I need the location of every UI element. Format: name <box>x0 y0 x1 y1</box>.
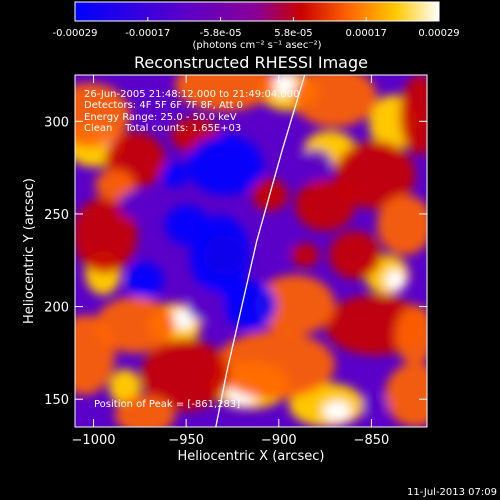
emission-blob <box>109 369 141 405</box>
x-tick-label: −900 <box>261 433 297 448</box>
emission-blob <box>119 191 151 219</box>
emission-blob <box>75 315 115 395</box>
colorbar-tick-label: 5.8e-05 <box>274 28 312 39</box>
emission-blob <box>295 179 355 231</box>
emission-blob <box>141 339 229 411</box>
emission-blob <box>187 289 223 321</box>
emission-blob <box>255 275 335 335</box>
colorbar-ticks: -0.00029 -0.00017 -5.8e-05 5.8e-05 0.00017 0.… <box>53 17 460 39</box>
emission-blob <box>377 195 427 255</box>
image-emission-blobs <box>75 75 427 427</box>
emission-blob <box>293 75 377 127</box>
colorbar-unit-label: (photons cm⁻² s⁻¹ asec⁻²) <box>192 40 321 51</box>
emission-blob <box>395 305 427 365</box>
colorbar-gradient <box>75 2 439 21</box>
emission-blob <box>329 231 381 279</box>
emission-blob <box>323 401 351 421</box>
annotation-clean-counts: Clean Total counts: 1.65E+03 <box>84 123 241 134</box>
colorbar-tick-label: -0.00017 <box>125 28 170 39</box>
emission-blob <box>269 75 297 95</box>
emission-blob <box>259 229 291 261</box>
y-axis-label: Heliocentric Y (arcsec) <box>22 178 37 324</box>
colorbar-tick-label: 0.00029 <box>418 28 459 39</box>
emission-blob <box>127 262 163 298</box>
emission-blob <box>171 309 195 329</box>
emission-blob <box>224 281 276 329</box>
emission-blob <box>175 75 275 111</box>
emission-blob <box>361 395 389 415</box>
emission-blob <box>215 331 335 399</box>
colorbar-tick-label: 0.00017 <box>346 28 387 39</box>
emission-blob <box>75 83 130 147</box>
solar-limb-curve <box>215 75 306 427</box>
emission-blob <box>75 197 137 273</box>
colorbar-tick-label: -5.8e-05 <box>200 28 242 39</box>
axis-ticks: −1000 −950 −900 −850 150 200 250 300 <box>44 75 427 448</box>
emission-blob <box>115 395 175 427</box>
emission-blob <box>400 75 427 155</box>
emission-blob <box>335 141 415 209</box>
annotation-energy-range: Energy Range: 25.0 - 50.0 keV <box>84 112 237 123</box>
colorbar: -0.00029 -0.00017 -5.8e-05 5.8e-05 0.00017 0.… <box>53 1 460 51</box>
colorbar-tick-label: -0.00029 <box>53 28 98 39</box>
peak-position-label: Position of Peak = [-861,283] <box>94 399 240 410</box>
annotation-detectors: Detectors: 4F 5F 6F 7F 8F, Att 0 <box>84 100 243 111</box>
emission-blob <box>385 270 405 290</box>
annotation-block: 26-Jun-2005 21:48:12.000 to 21:49:04.000… <box>84 89 300 134</box>
emission-blob <box>165 205 209 245</box>
emission-blob <box>187 135 263 195</box>
chart-title: Reconstructed RHESSI Image <box>134 53 368 72</box>
emission-blob <box>385 363 427 427</box>
emission-blob <box>291 243 319 267</box>
x-axis-label: Heliocentric X (arcsec) <box>178 449 325 464</box>
colorbar-frame <box>74 1 440 22</box>
y-tick-label: 150 <box>44 393 69 408</box>
emission-blob <box>95 169 135 201</box>
y-tick-label: 250 <box>44 208 69 223</box>
image-plot: −1000 −950 −900 −850 150 200 250 300 26-Jun-200… <box>44 74 428 448</box>
y-tick-label: 200 <box>44 301 69 316</box>
emission-blob <box>95 297 175 353</box>
annotation-time-range: 26-Jun-2005 21:48:12.000 to 21:49:04.000 <box>84 89 300 100</box>
x-tick-label: −950 <box>168 433 204 448</box>
emission-blob <box>161 163 189 187</box>
plot-frame <box>74 74 428 428</box>
x-tick-label: −850 <box>354 433 390 448</box>
y-tick-label: 300 <box>44 115 69 130</box>
footer-timestamp: 11-Jul-2013 07:09 <box>407 487 497 498</box>
x-tick-label: −1000 <box>72 433 116 448</box>
emission-blob <box>297 149 333 181</box>
